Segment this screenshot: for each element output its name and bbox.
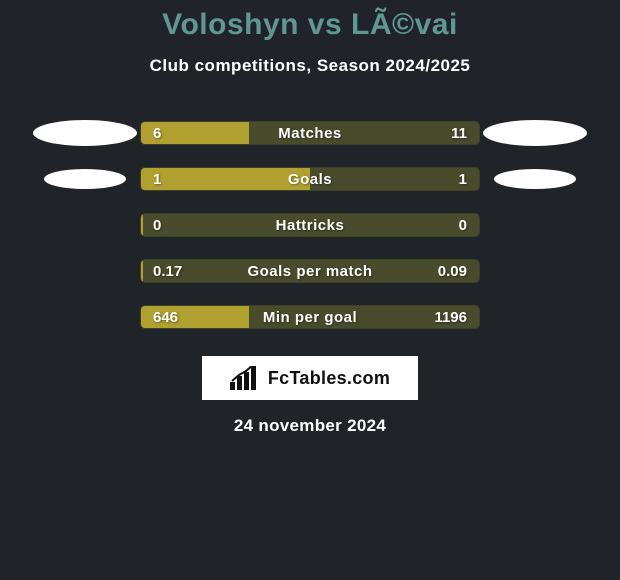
stat-label: Hattricks — [141, 214, 479, 236]
footer-logo-text: FcTables.com — [268, 368, 390, 389]
bar-track: 1Goals1 — [140, 167, 480, 191]
footer-date: 24 november 2024 — [0, 416, 620, 436]
right-badge-slot — [480, 169, 590, 189]
page-title: Voloshyn vs LÃ©vai — [0, 0, 620, 42]
right-oval — [483, 120, 587, 146]
stat-label: Min per goal — [141, 306, 479, 328]
stat-label: Goals per match — [141, 260, 479, 282]
comparison-rows: 6Matches11 1Goals1 0Hattricks0 0.17Goals pe… — [0, 110, 620, 340]
right-value: 0.09 — [438, 260, 467, 282]
stat-row: 6Matches11 — [0, 110, 620, 156]
right-value: 11 — [451, 122, 467, 144]
right-badge-slot — [480, 120, 590, 146]
left-oval — [44, 169, 126, 189]
bar-track: 646Min per goal1196 — [140, 305, 480, 329]
right-value: 0 — [459, 214, 467, 236]
footer-logo: FcTables.com — [202, 356, 418, 400]
stat-row: 0.17Goals per match0.09 — [0, 248, 620, 294]
bar-track: 6Matches11 — [140, 121, 480, 145]
bar-track: 0Hattricks0 — [140, 213, 480, 237]
chart-icon — [230, 366, 262, 390]
stat-row: 0Hattricks0 — [0, 202, 620, 248]
bar-track: 0.17Goals per match0.09 — [140, 259, 480, 283]
stat-row: 1Goals1 — [0, 156, 620, 202]
right-value: 1196 — [434, 306, 467, 328]
right-oval — [494, 169, 576, 189]
right-value: 1 — [459, 168, 467, 190]
comparison-card: Voloshyn vs LÃ©vai Club competitions, Se… — [0, 0, 620, 580]
left-oval — [33, 120, 137, 146]
page-subtitle: Club competitions, Season 2024/2025 — [0, 56, 620, 76]
left-badge-slot — [30, 120, 140, 146]
stat-row: 646Min per goal1196 — [0, 294, 620, 340]
stat-label: Matches — [141, 122, 479, 144]
stat-label: Goals — [141, 168, 479, 190]
left-badge-slot — [30, 169, 140, 189]
